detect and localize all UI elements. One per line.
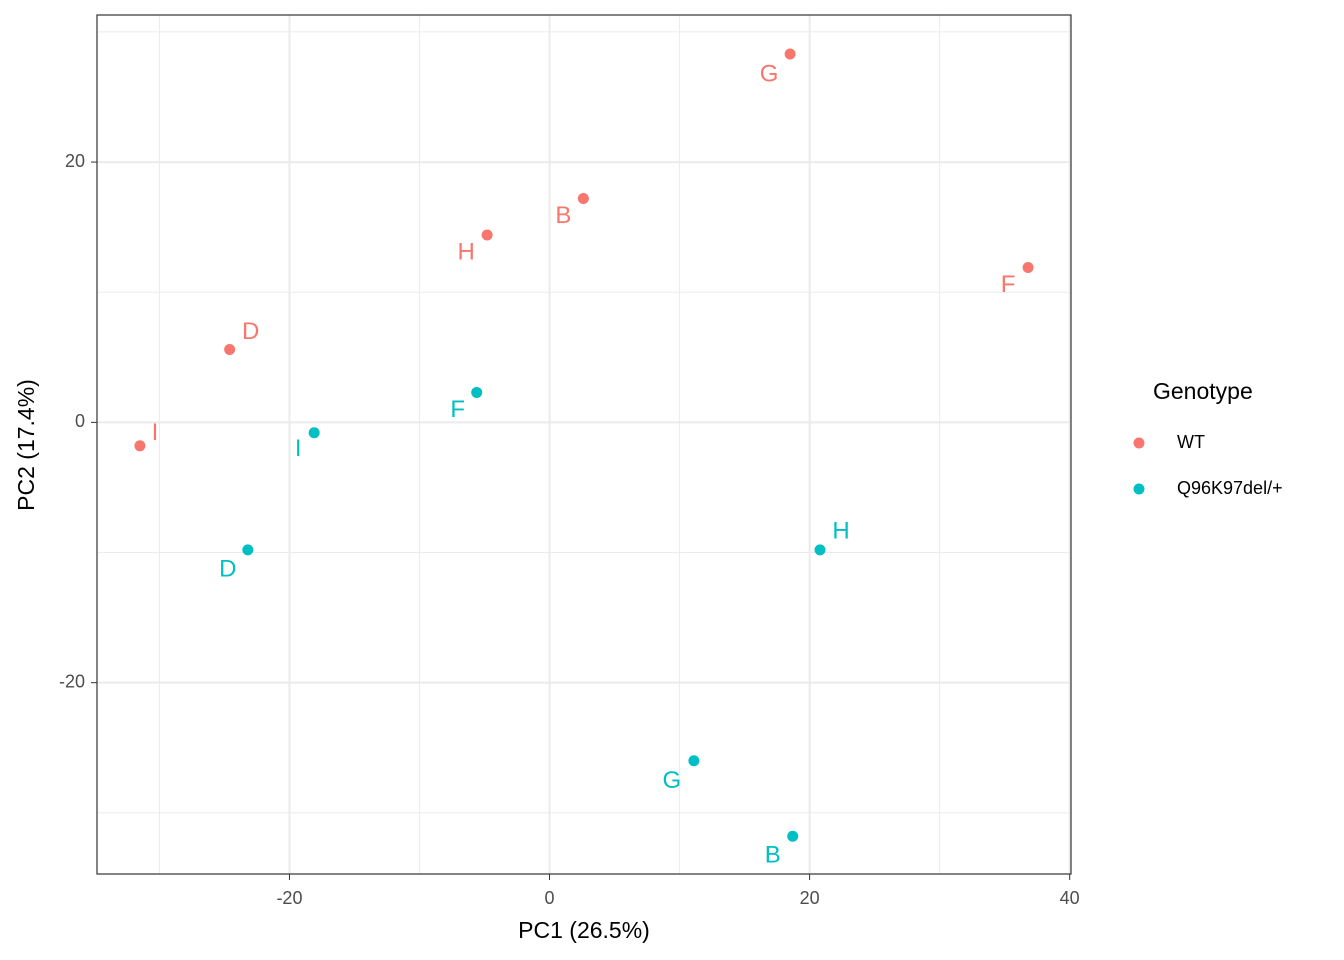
point-label: H [457,238,474,265]
point-label: B [555,202,571,229]
point-label: H [832,517,849,544]
legend-label: Q96K97del/+ [1177,478,1283,498]
point [787,830,799,842]
x-tick-label: -20 [276,888,302,908]
point-label: F [450,396,465,423]
legend-title: Genotype [1153,378,1253,404]
point [784,48,796,60]
point [224,343,236,355]
legend-key [1133,437,1145,449]
point-label: I [295,435,302,462]
y-tick-label: 0 [75,411,85,431]
point [577,193,589,205]
point [481,229,493,241]
point [134,440,146,452]
panel-border [96,14,1072,875]
y-axis-title: PC2 (17.4%) [13,379,39,511]
x-tick-label: 40 [1060,888,1080,908]
point-label: I [152,419,159,446]
x-axis-title: PC1 (26.5%) [518,917,650,943]
point-label: G [760,60,779,87]
y-tick-label: 20 [65,151,85,171]
legend-key [1133,483,1145,495]
point [308,427,320,439]
legend-label: WT [1177,432,1205,452]
x-tick-label: 20 [800,888,820,908]
point-label: G [663,767,682,794]
y-tick-label: -20 [59,671,85,691]
point [814,544,826,556]
point [471,386,483,398]
point [242,544,254,556]
point-label: D [219,555,236,582]
x-tick-label: 0 [545,888,555,908]
point [1022,261,1034,273]
point-label: B [765,842,781,869]
point-label: F [1001,271,1016,298]
point [688,755,700,767]
point-label: D [242,318,259,345]
